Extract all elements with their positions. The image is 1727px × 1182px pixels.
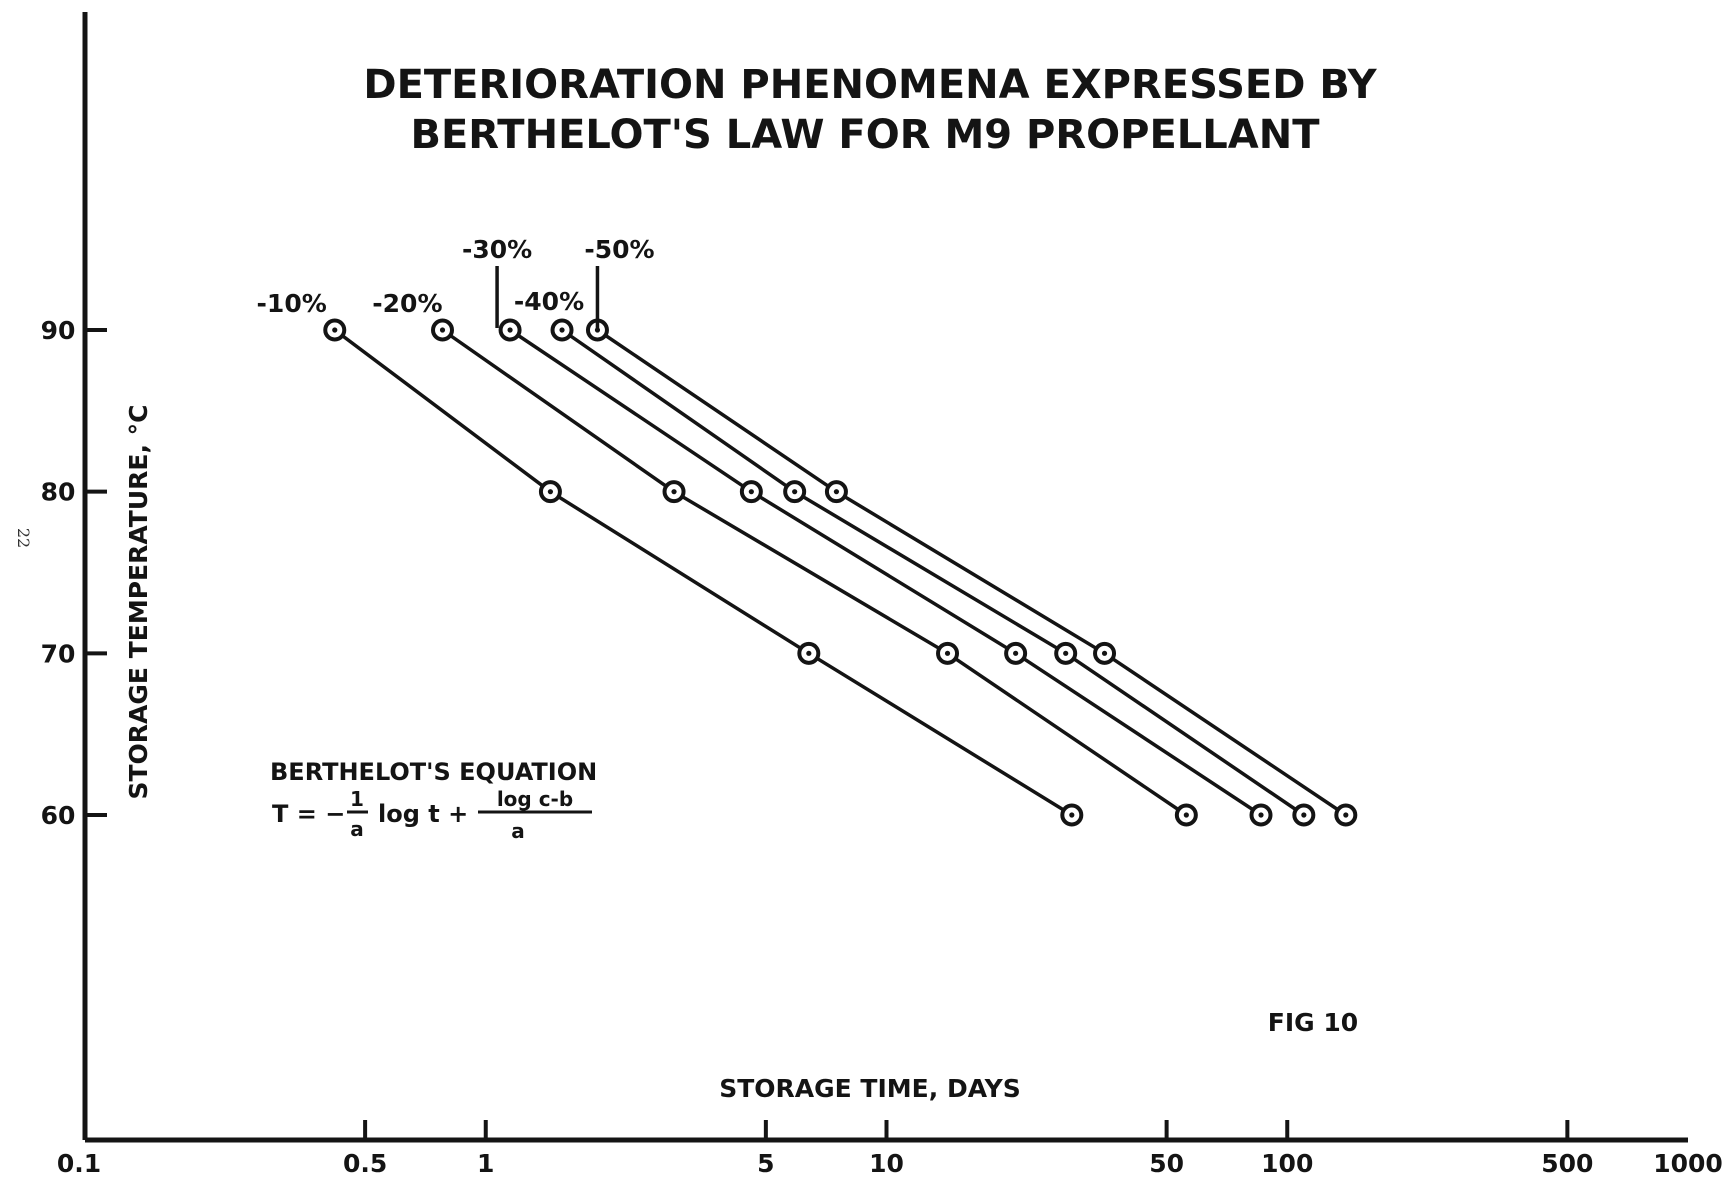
page-number: 22 bbox=[14, 528, 33, 548]
data-point-marker bbox=[498, 318, 522, 342]
data-point-marker bbox=[1249, 803, 1273, 827]
equation-frac1-numerator: 1 bbox=[350, 787, 364, 811]
data-point-marker bbox=[824, 480, 848, 504]
series-label: -10% bbox=[257, 289, 327, 318]
x-tick-label: 0.5 bbox=[343, 1149, 387, 1178]
data-point-marker bbox=[662, 480, 686, 504]
data-point-marker bbox=[1292, 803, 1316, 827]
series-label: -40% bbox=[514, 287, 584, 316]
x-tick-label: 5 bbox=[757, 1149, 774, 1178]
series-lines bbox=[333, 328, 1347, 817]
x-tick-label: 50 bbox=[1149, 1149, 1184, 1178]
y-axis-label: STORAGE TEMPERATURE, °C bbox=[124, 404, 153, 799]
data-point-marker bbox=[538, 480, 562, 504]
data-point-marker bbox=[936, 641, 960, 665]
x-tick-label: 1 bbox=[477, 1149, 494, 1178]
data-point-marker bbox=[323, 318, 347, 342]
y-tick-label: 70 bbox=[41, 639, 76, 668]
chart-title-line-1: DETERIORATION PHENOMENA EXPRESSED BY bbox=[363, 62, 1377, 108]
series-line-2 bbox=[441, 328, 1188, 817]
series-markers bbox=[323, 318, 1358, 827]
figure-label: FIG 10 bbox=[1268, 1008, 1358, 1037]
x-axis-label: STORAGE TIME, DAYS bbox=[719, 1074, 1021, 1103]
chart-title-line-2: BERTHELOT'S LAW FOR M9 PROPELLANT bbox=[410, 112, 1320, 158]
series-labels: -10% -20% -30% -40%-50% bbox=[257, 235, 655, 328]
series-label: -20% bbox=[372, 289, 442, 318]
x-ticks: 0.1 0.5 1 5 10 50 100 500 1000 bbox=[57, 1120, 1723, 1178]
x-tick-label: 100 bbox=[1261, 1149, 1313, 1178]
data-point-marker bbox=[783, 480, 807, 504]
data-point-marker bbox=[431, 318, 455, 342]
equation-heading: BERTHELOT'S EQUATION bbox=[270, 758, 597, 786]
series-line-1 bbox=[333, 328, 1073, 817]
data-point-marker bbox=[1060, 803, 1084, 827]
equation-lhs: T = − bbox=[272, 800, 345, 828]
equation-frac2-numerator: log c-b bbox=[497, 787, 573, 811]
equation-frac2-denominator: a bbox=[511, 819, 525, 843]
series-label: -30% bbox=[462, 235, 532, 264]
y-tick-label: 60 bbox=[41, 801, 76, 830]
data-point-marker bbox=[1004, 641, 1028, 665]
berthelot-equation: BERTHELOT'S EQUATION T = − 1 a log t + l… bbox=[270, 758, 597, 843]
y-ticks: 60 70 80 90 bbox=[41, 316, 107, 830]
x-tick-label: 500 bbox=[1541, 1149, 1593, 1178]
x-tick-label: 0.1 bbox=[57, 1149, 101, 1178]
series-line-5 bbox=[596, 328, 1347, 817]
data-point-marker bbox=[739, 480, 763, 504]
y-tick-label: 80 bbox=[41, 478, 76, 507]
data-point-marker bbox=[1093, 641, 1117, 665]
data-point-marker bbox=[1174, 803, 1198, 827]
equation-mid: log t + bbox=[378, 800, 468, 828]
data-point-marker bbox=[1054, 641, 1078, 665]
x-tick-label: 10 bbox=[869, 1149, 904, 1178]
equation-frac1-denominator: a bbox=[350, 817, 364, 841]
series-line-4 bbox=[561, 328, 1305, 817]
data-point-marker bbox=[1334, 803, 1358, 827]
data-point-marker bbox=[797, 641, 821, 665]
series-label: -50% bbox=[584, 235, 654, 264]
series-line-3 bbox=[509, 328, 1262, 817]
data-point-marker bbox=[550, 318, 574, 342]
y-tick-label: 90 bbox=[41, 316, 76, 345]
x-tick-label: 1000 bbox=[1653, 1149, 1723, 1178]
